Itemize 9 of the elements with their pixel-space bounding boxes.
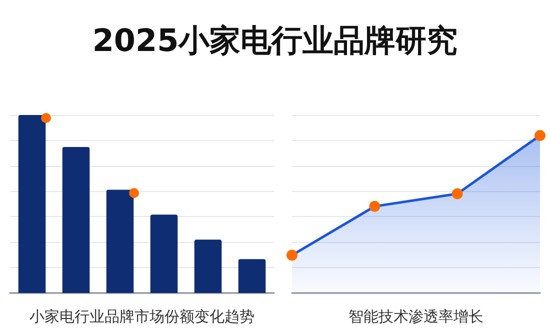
x-axis-title: 小家电行业品牌市场份额变化趋势 — [30, 308, 254, 326]
bar — [238, 259, 266, 293]
bar — [62, 147, 90, 293]
bar — [106, 190, 134, 293]
bar — [150, 214, 178, 293]
bar — [18, 115, 46, 293]
chart-title: 2025小家电行业品牌研究 — [91, 22, 459, 61]
bar — [194, 240, 222, 293]
x-axis-title: 智能技术渗透率增长 — [348, 308, 484, 326]
